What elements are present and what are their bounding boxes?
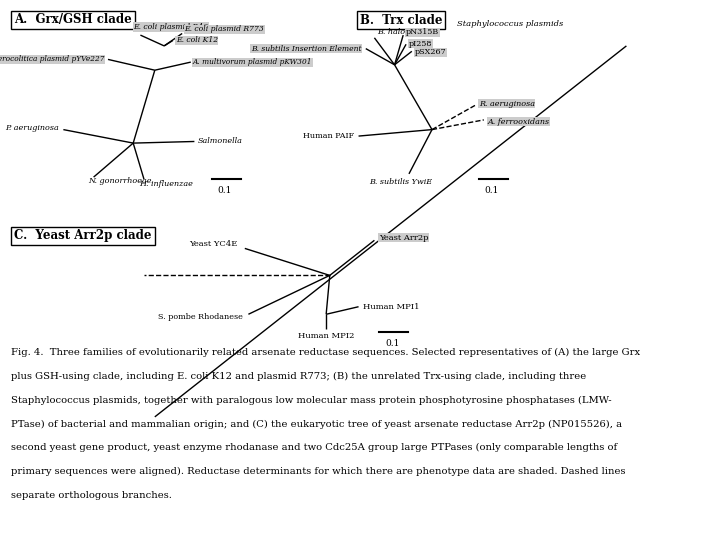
Text: A. ferrooxidans: A. ferrooxidans	[487, 118, 549, 125]
Text: Staphylococcus plasmids: Staphylococcus plasmids	[457, 21, 564, 28]
Text: E. coli plasmid R773: E. coli plasmid R773	[184, 25, 264, 33]
Text: E. coli K12: E. coli K12	[176, 37, 218, 44]
Text: plus GSH-using clade, including E. coli K12 and plasmid R773; (B) the unrelated : plus GSH-using clade, including E. coli …	[11, 372, 586, 381]
Text: Y. enterocolitica plasmid pYVe227: Y. enterocolitica plasmid pYVe227	[0, 56, 104, 63]
Text: Yeast Arr2p: Yeast Arr2p	[379, 234, 428, 241]
Text: H. influenzae: H. influenzae	[139, 180, 193, 187]
Text: Fig. 4.  Three families of evolutionarily related arsenate reductase sequences. : Fig. 4. Three families of evolutionarily…	[11, 348, 640, 357]
Text: C.  Yeast Arr2p clade: C. Yeast Arr2p clade	[14, 230, 152, 242]
Text: pI258: pI258	[409, 40, 432, 48]
Text: E. coli plasmid R46: E. coli plasmid R46	[133, 23, 208, 31]
Text: B. halodurans: B. halodurans	[377, 29, 433, 36]
Text: A.  Grx/GSH clade: A. Grx/GSH clade	[14, 14, 132, 26]
Text: B. subtilis YwiE: B. subtilis YwiE	[369, 178, 432, 186]
Text: Human MPI1: Human MPI1	[363, 303, 419, 310]
Text: Human MPI2: Human MPI2	[298, 332, 354, 340]
Text: 0.1: 0.1	[385, 339, 400, 348]
Text: primary sequences were aligned). Reductase determinants for which there are phen: primary sequences were aligned). Reducta…	[11, 467, 625, 476]
Text: second yeast gene product, yeast enzyme rhodanase and two Cdc25A group large PTP: second yeast gene product, yeast enzyme …	[11, 443, 617, 453]
Text: A. multivorum plasmid pKW301: A. multivorum plasmid pKW301	[193, 58, 312, 66]
Text: Human PAIF: Human PAIF	[303, 132, 354, 140]
Text: Yeast YC4E: Yeast YC4E	[189, 240, 238, 248]
Text: N. gonorrhoeae: N. gonorrhoeae	[89, 177, 152, 185]
Text: pSX267: pSX267	[415, 49, 446, 56]
Text: S. pombe Rhodanese: S. pombe Rhodanese	[158, 313, 243, 321]
Text: B.  Trx clade: B. Trx clade	[360, 14, 443, 26]
Text: R. aeruginosa: R. aeruginosa	[479, 100, 535, 107]
Text: B. subtilis Insertion Element: B. subtilis Insertion Element	[251, 45, 361, 52]
Text: separate orthologous branches.: separate orthologous branches.	[11, 491, 171, 500]
Text: 0.1: 0.1	[217, 186, 232, 195]
Text: pN315B: pN315B	[406, 29, 439, 36]
Text: PTase) of bacterial and mammalian origin; and (C) the eukaryotic tree of yeast a: PTase) of bacterial and mammalian origin…	[11, 420, 622, 429]
Text: P. aeruginosa: P. aeruginosa	[5, 124, 59, 132]
Text: Staphylococcus plasmids, together with paralogous low molecular mass protein pho: Staphylococcus plasmids, together with p…	[11, 396, 611, 405]
Text: 0.1: 0.1	[485, 186, 499, 195]
Text: Salmonella: Salmonella	[197, 138, 242, 145]
